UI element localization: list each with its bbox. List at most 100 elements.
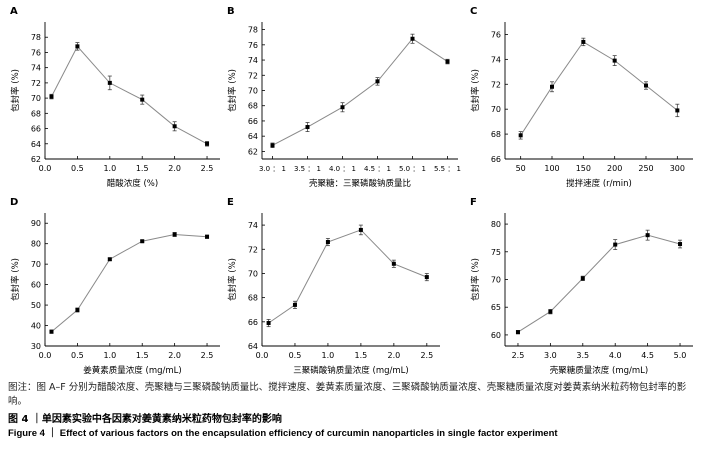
figure-caption-en: Figure 4 ｜ Effect of various factors on … xyxy=(8,428,558,439)
x-axis-title: 三聚磷酸钠质量浓度 (mg/mL) xyxy=(293,365,408,376)
x-tick-label: 0.0 xyxy=(39,351,52,360)
x-tick-label: 2.0 xyxy=(387,351,400,360)
x-tick-label: 3.5 xyxy=(576,351,589,360)
y-tick-label: 64 xyxy=(248,132,258,141)
y-tick-label: 64 xyxy=(248,342,258,351)
y-tick-label: 66 xyxy=(248,117,258,126)
chart-panel-a: A 62 64 66 68 70 72 74 76 78 0.0 0.5 1.0 1.5 2.0 2.5 醋酸浓… xyxy=(10,6,220,189)
y-tick-label: 90 xyxy=(31,219,41,228)
data-point xyxy=(292,302,297,307)
y-tick-label: 62 xyxy=(31,155,41,164)
data-point xyxy=(391,261,396,266)
data-point xyxy=(515,330,520,335)
data-point xyxy=(305,125,310,130)
y-tick-label: 40 xyxy=(31,322,41,331)
data-point xyxy=(644,83,648,88)
series-line xyxy=(268,229,427,324)
x-tick-label: 2.5 xyxy=(420,351,433,360)
y-tick-label: 50 xyxy=(31,301,41,310)
y-tick-label: 72 xyxy=(248,245,258,254)
y-tick-label: 66 xyxy=(31,125,41,134)
y-tick-label: 80 xyxy=(31,240,41,249)
x-tick-label: 1.5 xyxy=(136,351,149,360)
chart-panel-c: C 66 68 70 72 74 76 50 100 150 200 250 300 搅拌速度 (r/mi… xyxy=(470,6,693,189)
x-tick-label: 150 xyxy=(576,164,591,173)
y-tick-label: 64 xyxy=(31,140,41,149)
data-point xyxy=(548,309,553,314)
x-tick-label: 0.0 xyxy=(39,164,52,173)
y-tick-label: 68 xyxy=(248,102,258,111)
x-tick-label: 250 xyxy=(638,164,653,173)
data-point xyxy=(172,124,177,129)
data-point xyxy=(678,242,683,247)
chart-panel-e: E 64 66 68 70 72 74 0.0 0.5 1.0 1.5 2.0 2.5 三聚磷酸钠质量浓度… xyxy=(227,197,440,376)
data-point xyxy=(340,105,345,110)
x-tick-label: 2.0 xyxy=(168,164,181,173)
x-tick-label: 3.0 xyxy=(544,351,557,360)
data-point xyxy=(107,257,112,262)
y-tick-label: 74 xyxy=(248,56,258,65)
chart-panel-f: F 60 65 70 75 80 2.5 3.0 3.5 4.0 4.5 5.0 壳聚糖质量浓度 (mg… xyxy=(470,197,693,376)
chart-panel-b: B 62 64 66 68 70 72 74 76 78 3.0 ： 1 3.5 ： 1 4.0 ： 1… xyxy=(227,6,461,189)
figure-note: 图注：图 A–F 分别为醋酸浓度、壳聚糖与三聚磷酸钠质量比、搅拌速度、姜黄素质量… xyxy=(8,382,687,407)
y-tick-label: 72 xyxy=(491,80,501,89)
data-point xyxy=(266,321,271,326)
x-tick-label: 2.0 xyxy=(168,351,181,360)
y-axis-title: 包封率 (%) xyxy=(10,258,21,301)
y-tick-label: 74 xyxy=(491,55,501,64)
data-point xyxy=(550,84,554,89)
x-tick-label: 2.5 xyxy=(201,164,214,173)
series-line xyxy=(272,38,448,146)
y-tick-label: 66 xyxy=(248,318,258,327)
y-tick-label: 60 xyxy=(491,331,501,340)
y-tick-label: 60 xyxy=(31,281,41,290)
y-tick-label: 70 xyxy=(248,87,258,96)
x-tick-label: 4.0 ： 1 xyxy=(329,165,356,173)
data-point xyxy=(205,234,210,239)
x-tick-label: 5.5 ： 1 xyxy=(434,165,461,173)
data-point xyxy=(172,232,177,237)
y-tick-label: 70 xyxy=(31,260,41,269)
x-tick-label: 0.0 xyxy=(256,351,269,360)
y-tick-label: 74 xyxy=(31,64,41,73)
x-tick-label: 0.5 xyxy=(71,351,84,360)
y-tick-label: 78 xyxy=(31,33,41,42)
y-axis-title: 包封率 (%) xyxy=(227,69,238,112)
x-tick-label: 1.0 xyxy=(103,164,116,173)
data-point xyxy=(675,108,680,113)
data-point xyxy=(645,233,650,238)
chart-figure-svg: A 62 64 66 68 70 72 74 76 78 0.0 0.5 1.0 1.5 2.0 2.5 醋酸浓… xyxy=(10,6,693,376)
data-point xyxy=(75,307,80,312)
x-tick-label: 4.5 ： 1 xyxy=(364,165,391,173)
x-tick-label: 2.5 xyxy=(512,351,525,360)
y-tick-label: 80 xyxy=(491,220,501,229)
y-axis-title: 包封率 (%) xyxy=(10,69,21,112)
x-axis-title: 姜黄素质量浓度 (mg/mL) xyxy=(83,365,181,376)
data-point xyxy=(205,141,210,146)
y-tick-label: 70 xyxy=(491,276,501,285)
y-axis-title: 包封率 (%) xyxy=(227,258,238,301)
x-axis-title: 醋酸浓度 (%) xyxy=(107,178,158,189)
x-tick-label: 2.5 xyxy=(201,351,214,360)
y-tick-label: 72 xyxy=(31,79,41,88)
data-point xyxy=(375,79,380,84)
data-point xyxy=(613,242,618,247)
x-tick-label: 0.5 xyxy=(71,164,84,173)
y-axis-title: 包封率 (%) xyxy=(470,258,481,301)
y-tick-label: 68 xyxy=(31,109,41,118)
y-tick-label: 30 xyxy=(31,342,41,351)
data-point xyxy=(581,39,586,44)
data-point xyxy=(612,58,617,63)
data-point xyxy=(518,133,523,138)
x-axis-title: 壳聚糖：三聚磷酸钠质量比 xyxy=(309,178,411,189)
x-tick-label: 200 xyxy=(607,164,622,173)
y-tick-label: 68 xyxy=(248,294,258,303)
x-tick-label: 5.0 xyxy=(674,351,687,360)
data-point xyxy=(49,94,54,99)
panel-letter: B xyxy=(227,6,235,17)
series-line xyxy=(520,41,678,136)
x-tick-label: 1.5 xyxy=(136,164,149,173)
y-tick-label: 75 xyxy=(491,248,501,257)
y-tick-label: 76 xyxy=(248,41,258,50)
y-tick-label: 70 xyxy=(491,105,501,114)
